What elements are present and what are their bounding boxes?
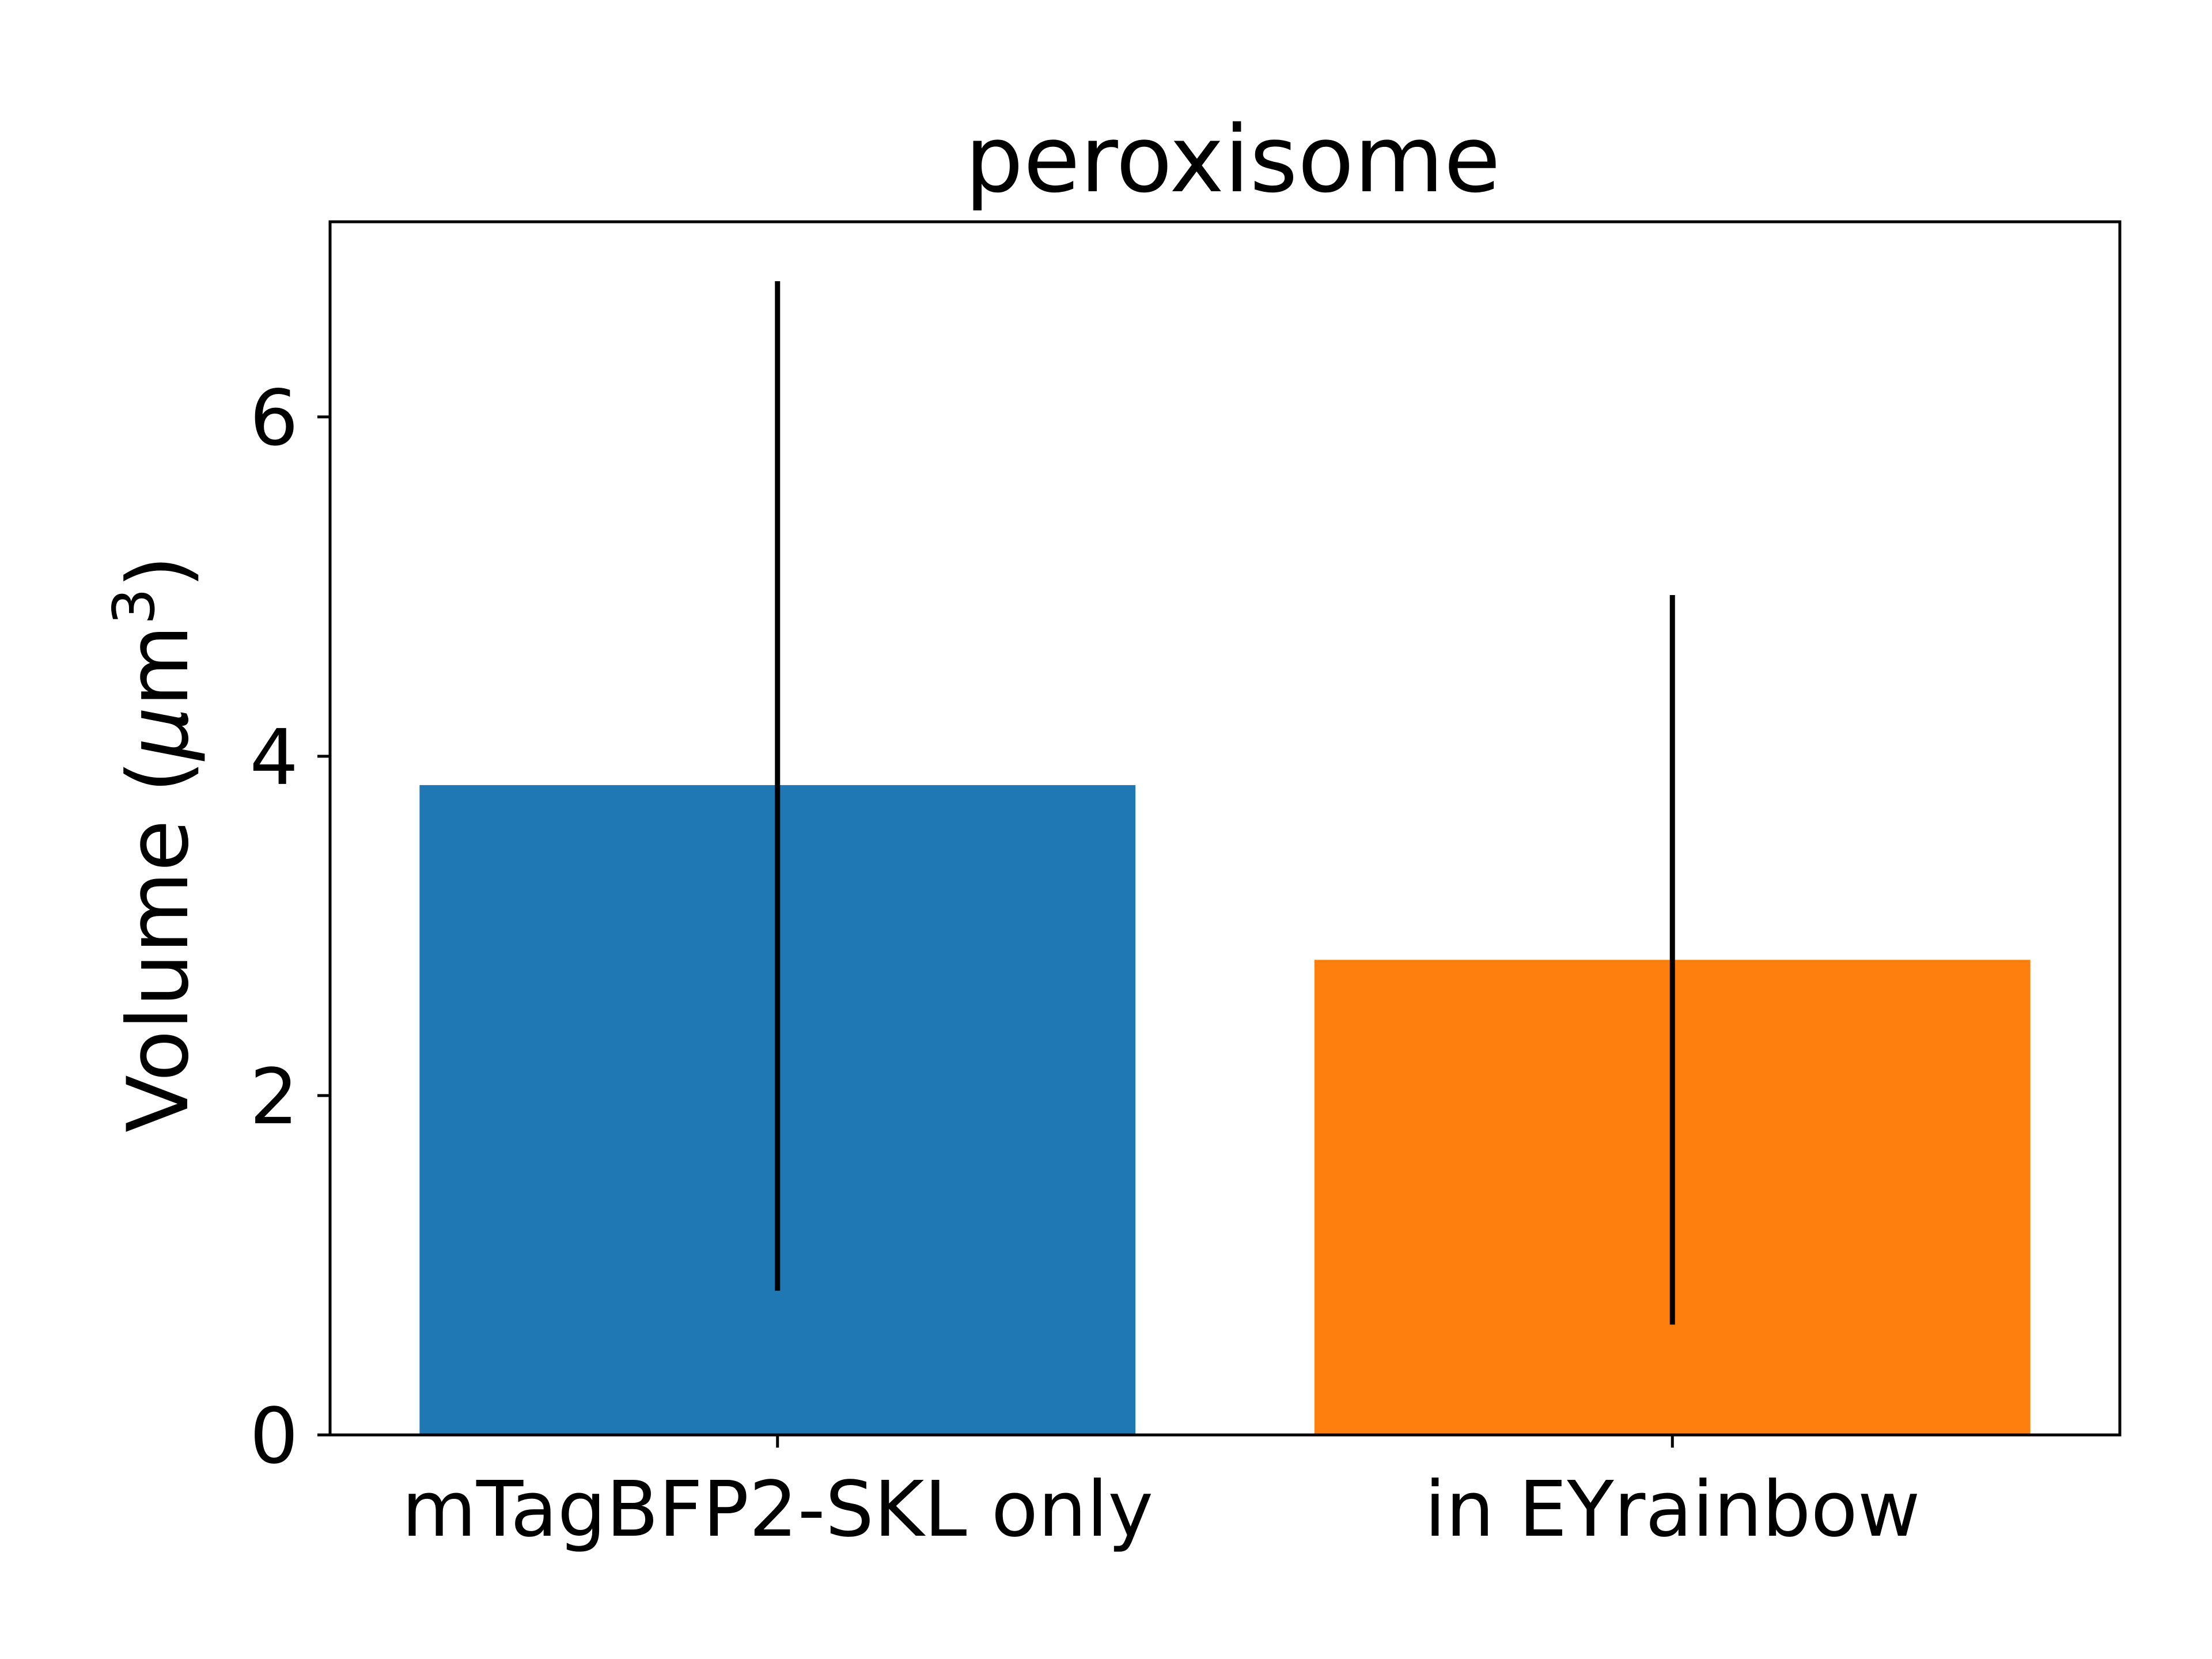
y-axis-label: Volume (μm3) — [100, 555, 207, 1132]
y-axis-label-mu: μ — [109, 707, 207, 762]
y-tick-label-1: 2 — [249, 1053, 298, 1142]
y-axis-label-suffix: ) — [109, 555, 207, 588]
y-axis-label-unit: m — [109, 625, 207, 707]
plot-frame — [328, 220, 2122, 1437]
y-axis-label-prefix: Volume ( — [109, 760, 207, 1132]
bars-layer — [419, 785, 2031, 1435]
y-tick-label-2: 4 — [249, 714, 298, 802]
y-tick-label-0: 0 — [249, 1392, 298, 1481]
axes-layer: mTagBFP2-SKL only in EYrainbow 0 2 4 6 — [249, 374, 1920, 1554]
y-tick-label-3: 6 — [249, 374, 298, 463]
x-tick-label-1: in EYrainbow — [1425, 1465, 1921, 1554]
error-bars-layer — [775, 281, 1675, 1325]
chart-title: peroxisome — [965, 105, 1501, 213]
y-axis-label-superscript: 3 — [100, 588, 168, 625]
x-tick-label-0: mTagBFP2-SKL only — [402, 1465, 1153, 1554]
